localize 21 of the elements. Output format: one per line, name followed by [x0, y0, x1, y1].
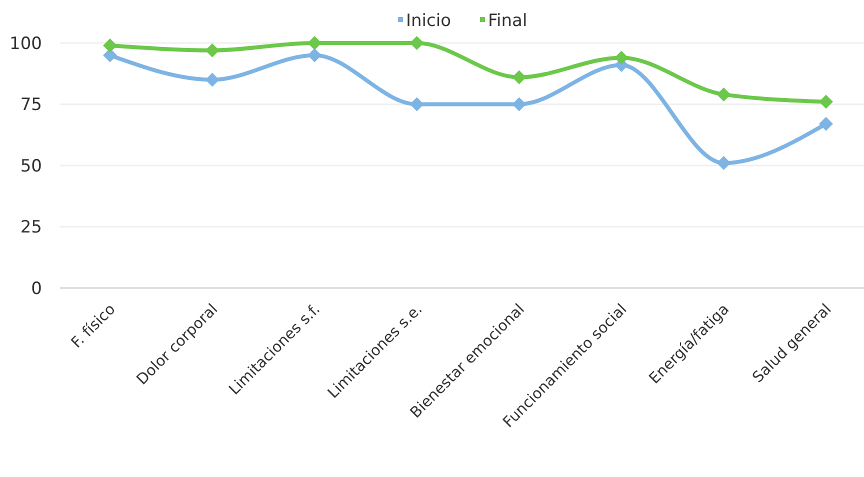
point — [819, 116, 833, 131]
point — [205, 72, 220, 87]
point — [205, 43, 220, 58]
legend-label: Final — [488, 10, 528, 31]
point — [614, 50, 628, 65]
point — [512, 97, 526, 112]
legend-label: Inicio — [406, 10, 451, 31]
point — [410, 97, 424, 112]
point — [819, 94, 833, 109]
point — [716, 87, 731, 102]
point — [308, 48, 322, 62]
y-tick-label: 75 — [20, 95, 42, 116]
point — [103, 38, 117, 52]
point — [716, 156, 731, 170]
y-tick-label: 25 — [20, 218, 42, 238]
y-tick-label: 100 — [10, 34, 42, 54]
point — [103, 48, 117, 62]
y-tick-label: 0 — [31, 278, 42, 299]
point — [512, 70, 526, 84]
y-tick-label: 50 — [20, 156, 42, 176]
point — [410, 36, 424, 50]
